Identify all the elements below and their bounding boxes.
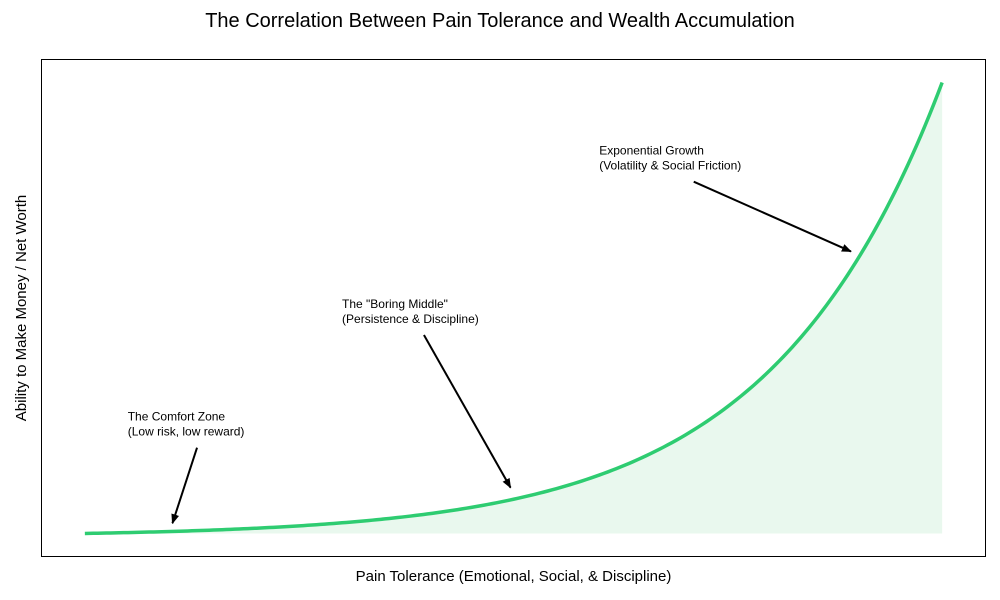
annotation-boring-middle-arrow (423, 334, 512, 489)
annotation-comfort-zone-arrow (171, 447, 198, 525)
annotation-boring-middle-text: The "Boring Middle" (Persistence & Discip… (342, 297, 479, 326)
x-axis-label: Pain Tolerance (Emotional, Social, & Dis… (356, 568, 672, 585)
curve-area-fill (84, 82, 943, 534)
chart-title: The Correlation Between Pain Tolerance a… (205, 10, 795, 32)
annotation-exponential-growth-arrow (693, 180, 852, 253)
annotation-comfort-zone-text: The Comfort Zone (Low risk, low reward) (128, 410, 245, 439)
y-axis-label: Ability to Make Money / Net Worth (13, 195, 30, 421)
annotation-boring-middle-line-0: The "Boring Middle" (342, 297, 448, 311)
plot-frame (41, 59, 986, 557)
annotation-boring-middle-line-1: (Persistence & Discipline) (342, 312, 479, 326)
growth-curve-line (84, 81, 944, 536)
annotation-comfort-zone-line-0: The Comfort Zone (128, 410, 226, 424)
annotation-exponential-growth-text: Exponential Growth (Volatility & Social F… (599, 144, 741, 173)
annotation-comfort-zone-line-1: (Low risk, low reward) (128, 425, 245, 439)
annotation-exponential-growth-line-0: Exponential Growth (599, 144, 704, 158)
annotations: The Comfort Zone (Low risk, low reward)Th… (128, 144, 852, 525)
annotation-exponential-growth-line-1: (Volatility & Social Friction) (599, 159, 741, 173)
